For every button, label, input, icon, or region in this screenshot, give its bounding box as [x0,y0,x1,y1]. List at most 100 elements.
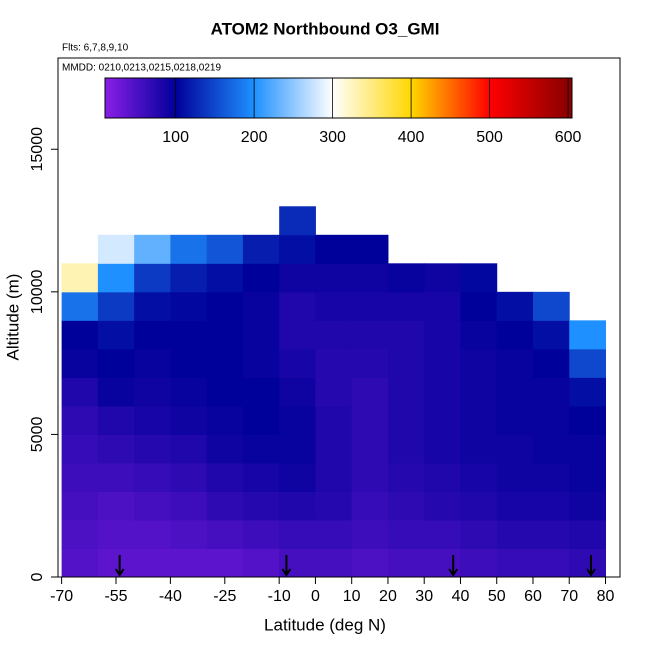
heat-cell [351,548,389,578]
heat-cell [424,377,461,407]
x-tick-label: -55 [104,588,127,605]
heat-cell [206,434,244,464]
heat-cell [242,548,280,578]
heat-cell [532,462,570,492]
heat-cell [242,405,280,435]
heat-cell [134,548,171,578]
heat-cell [532,434,570,464]
heat-cell [170,348,208,378]
heat-cell [279,320,316,350]
heat-cell [424,291,461,321]
heat-cell [569,491,606,521]
subtitle: Flts: 6,7,8,9,10 [62,43,129,54]
x-tick-label: 20 [379,588,397,605]
heat-cell [496,348,534,378]
colorbar-tick-label: 300 [319,129,346,146]
heat-cell [315,519,353,549]
heat-cell [134,348,171,378]
heat-cell [569,405,606,435]
heat-cell [97,291,135,321]
heat-cell [206,377,244,407]
x-tick-label: 30 [415,588,433,605]
heat-cell [61,348,99,378]
arrow [586,555,596,577]
heat-cell [569,348,606,378]
heat-cell [170,291,208,321]
heat-cell [315,348,353,378]
heat-cell [242,377,280,407]
heat-cell [351,405,389,435]
heat-cell [206,263,244,293]
heat-cell [206,548,244,578]
colorbar-tick-label: 200 [241,129,268,146]
heat-cell [134,519,171,549]
heat-cell [424,434,461,464]
heat-cell [134,405,171,435]
heat-cell [315,377,353,407]
heat-cell [532,320,570,350]
heat-cell [242,491,280,521]
heat-cell [424,320,461,350]
heat-cell [532,291,570,321]
heat-cell [242,234,280,264]
heat-cell [387,263,425,293]
arrow [281,555,292,577]
heat-cell [460,263,498,293]
heat-cell [351,434,389,464]
plot-frame [57,57,621,578]
colorbar [104,77,573,119]
heat-cell [496,548,534,578]
heat-cell [315,491,353,521]
heat-cell [134,291,171,321]
heat-cell [387,491,425,521]
heat-cell [170,462,208,492]
heat-cell [351,491,389,521]
heat-cell [97,405,135,435]
heat-cell [170,377,208,407]
heat-cell [532,377,570,407]
heat-cell [170,434,208,464]
x-tick-label: 10 [343,588,361,605]
heat-cell [351,377,389,407]
heat-cell [61,263,99,293]
heat-cell [387,548,425,578]
heat-cell [206,405,244,435]
heat-cell [532,548,570,578]
heat-cell [532,491,570,521]
heat-cell [387,462,425,492]
heat-cell [97,234,135,264]
heat-cell [206,462,244,492]
heat-cell [315,320,353,350]
heat-cell [134,491,171,521]
heat-cell [532,519,570,549]
heat-cell [61,377,99,407]
heat-cell [134,434,171,464]
heat-cell [496,320,534,350]
x-tick-label: -25 [213,588,236,605]
heat-cell [460,491,498,521]
heat-cell [351,263,389,293]
heat-cell [460,291,498,321]
colorbar-tick-label: 100 [162,129,189,146]
colorbar-tick-label: 400 [398,129,425,146]
heat-cell [97,491,135,521]
heat-cell [242,462,280,492]
heat-cell [460,320,498,350]
heat-cell [134,234,171,264]
heat-cell [206,320,244,350]
heat-cell [532,405,570,435]
heat-cell [569,320,606,350]
y-tick-label: 0 [29,572,46,581]
heat-cell [387,320,425,350]
heat-cell [206,491,244,521]
heat-cell [97,548,135,578]
arrow [448,555,459,577]
heat-cell [315,462,353,492]
heat-cell [206,291,244,321]
colorbar-tick-label: 500 [476,129,503,146]
heat-cell [351,234,389,264]
heat-cell [387,348,425,378]
heat-cell [351,320,389,350]
heat-cell [424,405,461,435]
